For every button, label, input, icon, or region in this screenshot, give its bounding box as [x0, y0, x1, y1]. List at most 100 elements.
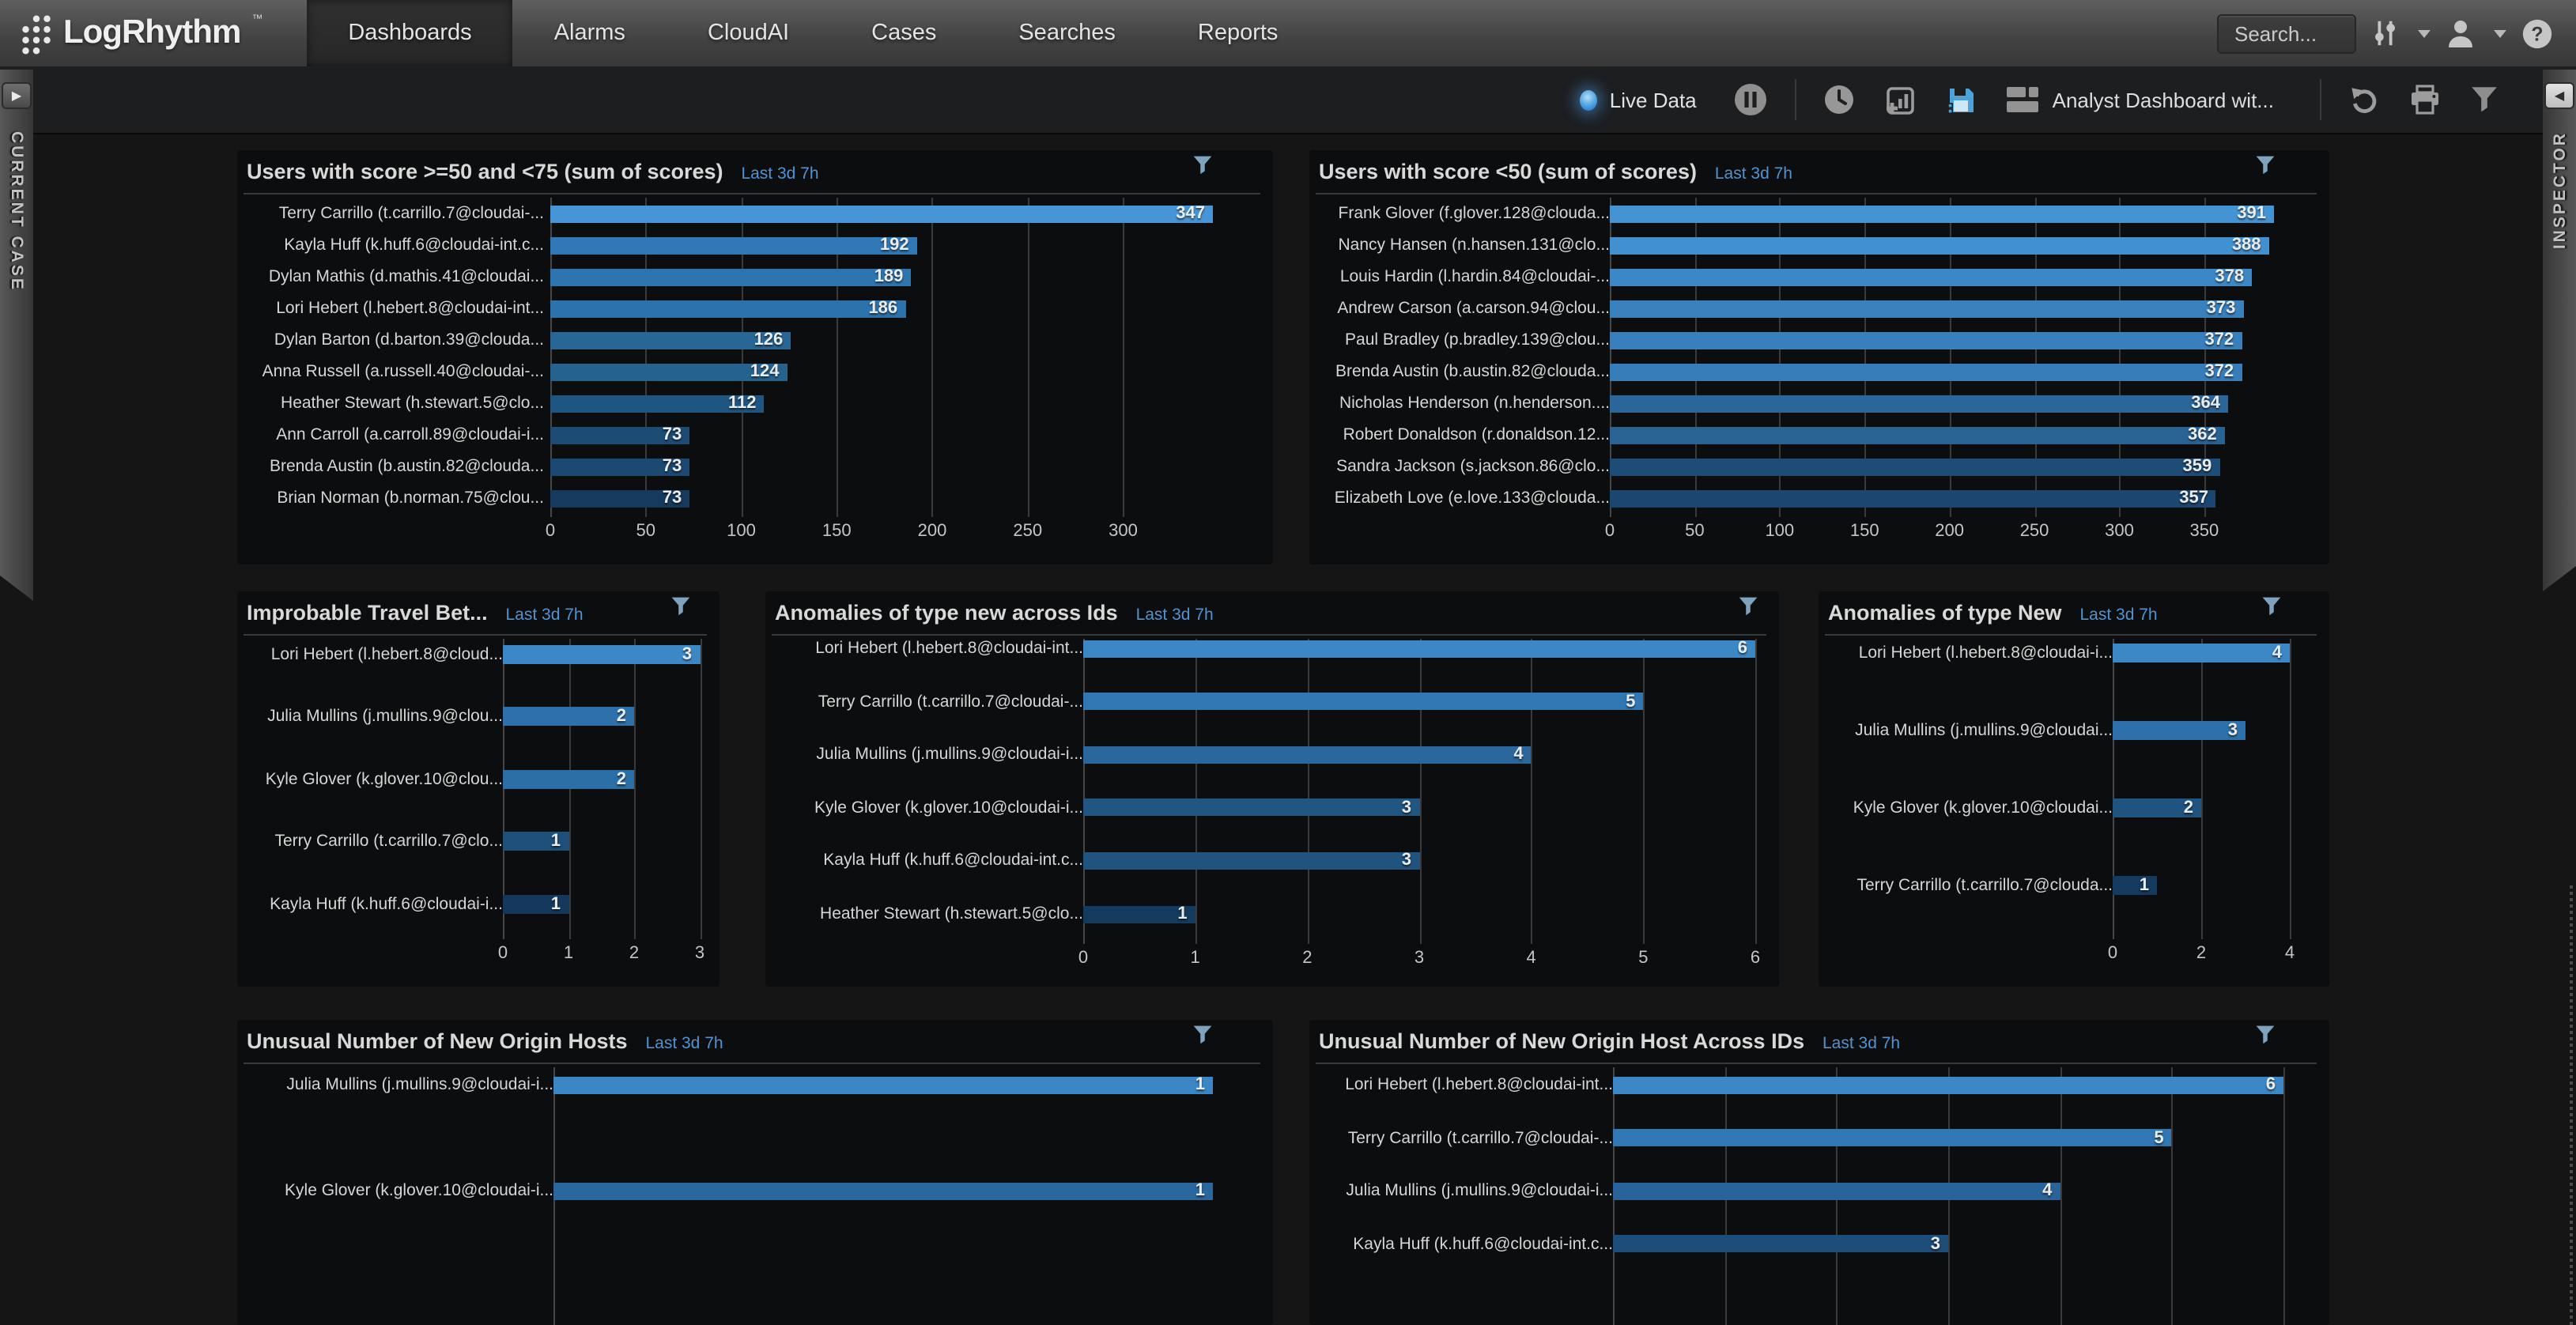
- search-button[interactable]: Search...: [2217, 13, 2356, 53]
- chevron-down-icon[interactable]: [2494, 29, 2506, 37]
- print-button[interactable]: [2394, 84, 2456, 115]
- bar[interactable]: 5: [1613, 1128, 2172, 1147]
- bar[interactable]: 3: [1083, 851, 1419, 870]
- inspector-tab[interactable]: ◀ INSPECTOR: [2543, 70, 2576, 591]
- axis-tick-label: 50: [1685, 522, 1705, 541]
- bar[interactable]: 124: [550, 362, 788, 381]
- user-icon[interactable]: [2445, 17, 2476, 49]
- chart-filter-icon[interactable]: [1738, 596, 1758, 625]
- chart-filter-icon[interactable]: [2255, 1025, 2276, 1053]
- nav-tab-alarms[interactable]: Alarms: [553, 21, 625, 46]
- bar-label: Julia Mullins (j.mullins.9@cloudai-i...: [1346, 1181, 1613, 1200]
- bar[interactable]: 73: [550, 457, 690, 476]
- bar[interactable]: 189: [550, 267, 912, 286]
- chart-panel-anomalies-new-across-ids: Anomalies of type new across Ids Last 3d…: [765, 591, 1779, 987]
- bar[interactable]: 391: [1610, 204, 2274, 223]
- bar[interactable]: 6: [1083, 639, 1755, 658]
- chart-filter-icon[interactable]: [670, 596, 691, 625]
- expand-left-icon[interactable]: ◀: [2544, 82, 2574, 109]
- bar[interactable]: 1: [503, 832, 568, 851]
- bar[interactable]: 192: [550, 236, 917, 255]
- bar[interactable]: 1: [503, 894, 568, 913]
- bar[interactable]: 372: [1610, 330, 2242, 349]
- nav-tab-cloudai[interactable]: CloudAI: [707, 21, 790, 46]
- axis-tick-label: 5: [1638, 949, 1649, 968]
- nav-tab-cases[interactable]: Cases: [871, 21, 937, 46]
- nav-tab-dashboards[interactable]: Dashboards: [307, 0, 513, 66]
- gridline: [1643, 639, 1645, 944]
- bar[interactable]: 359: [1610, 457, 2220, 476]
- current-case-tab[interactable]: ▶ CURRENT CASE: [0, 70, 33, 601]
- bar-label: Robert Donaldson (r.donaldson.12...: [1343, 425, 1610, 444]
- bar[interactable]: 373: [1610, 299, 2244, 318]
- gridline: [550, 198, 552, 517]
- bar[interactable]: 6: [1613, 1075, 2283, 1094]
- bar-value: 124: [750, 362, 780, 381]
- bar[interactable]: 347: [550, 204, 1213, 223]
- bar[interactable]: 5: [1083, 692, 1644, 712]
- bar[interactable]: 362: [1610, 425, 2225, 444]
- bar[interactable]: 73: [550, 489, 690, 508]
- filter-button[interactable]: [2456, 85, 2513, 114]
- nav-tab-searches[interactable]: Searches: [1018, 21, 1116, 46]
- undo-button[interactable]: [2334, 84, 2394, 115]
- bar[interactable]: 3: [503, 644, 700, 663]
- chart-filter-icon[interactable]: [2261, 596, 2282, 625]
- bar[interactable]: 186: [550, 299, 906, 318]
- bar[interactable]: 388: [1610, 236, 2269, 255]
- settings-sliders-icon[interactable]: [2370, 17, 2400, 49]
- bar-value: 5: [1626, 692, 1636, 712]
- bar[interactable]: 73: [550, 425, 690, 444]
- chart-filter-icon[interactable]: [1192, 1025, 1213, 1053]
- bar[interactable]: 4: [1083, 745, 1532, 764]
- gridline: [700, 639, 701, 939]
- pause-button[interactable]: [1719, 82, 1782, 117]
- bar[interactable]: 1: [1083, 904, 1195, 923]
- bar[interactable]: 2: [503, 707, 634, 726]
- save-dashboard-button[interactable]: [1931, 84, 1991, 115]
- bar[interactable]: 4: [2113, 644, 2290, 662]
- chart-header: Unusual Number of New Origin Hosts Last …: [247, 1028, 1263, 1059]
- bar-value: 364: [2191, 394, 2220, 413]
- axis-tick-label: 0: [1078, 949, 1089, 968]
- bar[interactable]: 1: [2113, 876, 2157, 895]
- nav-tab-reports[interactable]: Reports: [1197, 21, 1279, 46]
- chart-filter-icon[interactable]: [2255, 155, 2276, 183]
- expand-right-icon[interactable]: ▶: [2, 82, 32, 109]
- bar[interactable]: 1: [553, 1075, 1213, 1094]
- gridline: [2171, 1067, 2174, 1325]
- bar[interactable]: 3: [1083, 798, 1419, 817]
- bar[interactable]: 378: [1610, 267, 2253, 286]
- bar[interactable]: 1: [553, 1181, 1213, 1200]
- gridline: [1779, 198, 1781, 517]
- bar-value: 1: [1177, 904, 1188, 923]
- add-widget-button[interactable]: [1869, 83, 1931, 116]
- bar[interactable]: 372: [1610, 362, 2242, 381]
- chart-title: Improbable Travel Bet...: [247, 601, 488, 625]
- axis-tick-label: 4: [1526, 949, 1536, 968]
- chart-filter-icon[interactable]: [1192, 155, 1213, 183]
- bar[interactable]: 3: [2113, 721, 2246, 740]
- chevron-down-icon[interactable]: [2418, 29, 2431, 37]
- bar[interactable]: 3: [1613, 1234, 1948, 1253]
- chart-title-divider: [772, 634, 1766, 636]
- chart-header: Users with score <50 (sum of scores) Las…: [1319, 158, 2320, 190]
- bar[interactable]: 2: [2113, 798, 2201, 817]
- help-icon[interactable]: ?: [2521, 17, 2554, 50]
- bar-label: Lori Hebert (l.hebert.8@cloudai-int...: [815, 639, 1083, 658]
- bar[interactable]: 126: [550, 330, 791, 349]
- bar[interactable]: 112: [550, 394, 765, 413]
- dashboard-selector[interactable]: Analyst Dashboard wit...: [1991, 85, 2288, 114]
- bar-value: 73: [662, 489, 682, 508]
- bar[interactable]: 364: [1610, 394, 2228, 413]
- bar[interactable]: 357: [1610, 489, 2216, 508]
- bar-value: 73: [662, 425, 682, 444]
- scrollbar[interactable]: [2570, 885, 2573, 1325]
- bar[interactable]: 2: [503, 769, 634, 788]
- bar-value: 357: [2179, 489, 2208, 508]
- bar-label: Heather Stewart (h.stewart.5@clo...: [820, 904, 1083, 923]
- chart-time-range: Last 3d 7h: [505, 606, 584, 625]
- time-range-button[interactable]: [1809, 84, 1869, 115]
- axis-tick-label: 0: [2107, 944, 2118, 963]
- bar[interactable]: 4: [1613, 1181, 2060, 1200]
